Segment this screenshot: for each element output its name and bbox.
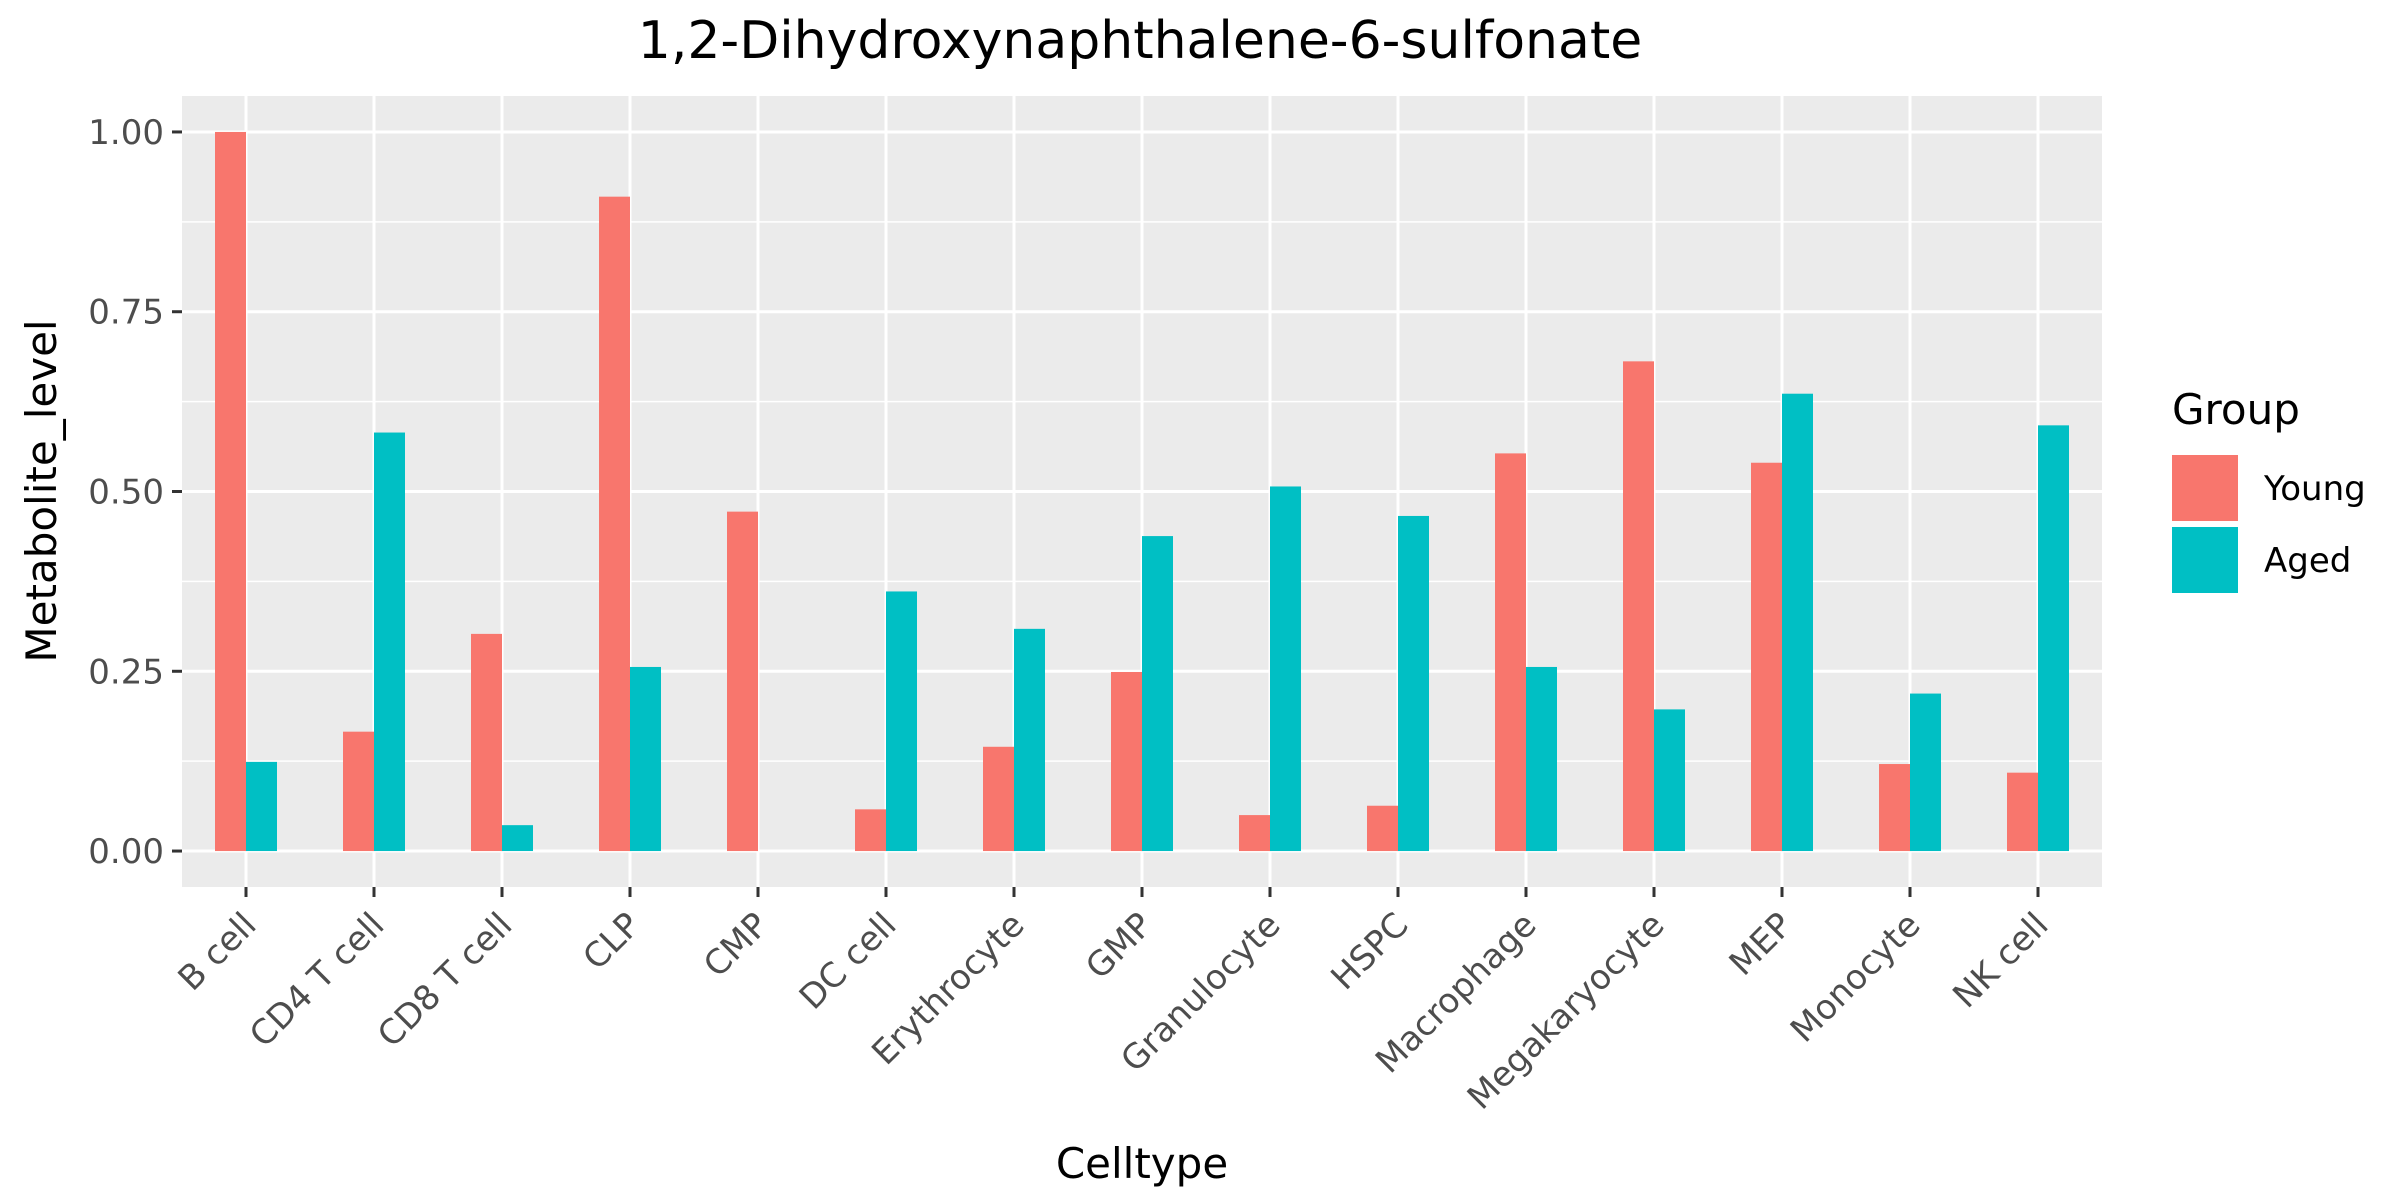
bar-aged-11 (1654, 709, 1685, 852)
legend-swatch-young (2172, 455, 2238, 521)
chart-title: 1,2-Dihydroxynaphthalene-6-sulfonate (638, 11, 1643, 71)
x-tick-label: HSPC (1323, 905, 1416, 998)
x-tick-label: CMP (696, 905, 776, 985)
bar-aged-12 (1782, 393, 1813, 852)
bar-young-13 (1879, 764, 1910, 852)
bar-aged-7 (1142, 536, 1173, 852)
bar-young-12 (1751, 462, 1782, 852)
legend-items: Young Aged (2172, 455, 2366, 593)
bar-young-4 (727, 511, 758, 852)
x-tick-label: B cell (171, 905, 265, 999)
legend: Group Young Aged (2172, 385, 2366, 593)
y-tick-label: 0.50 (88, 473, 164, 513)
bar-young-14 (2007, 772, 2038, 852)
bar-aged-8 (1270, 486, 1301, 852)
bar-aged-0 (246, 761, 277, 852)
bar-aged-5 (886, 591, 917, 852)
x-tick-label: Monocyte (1783, 905, 1928, 1050)
bar-young-8 (1239, 815, 1270, 852)
bar-young-6 (983, 746, 1014, 852)
x-tick-label: GMP (1078, 905, 1160, 987)
bar-young-9 (1367, 805, 1398, 852)
bar-young-10 (1495, 453, 1526, 852)
x-tick-label: DC cell (792, 905, 905, 1018)
y-axis-ticks: 0.00 0.25 0.50 0.75 1.00 (88, 113, 182, 872)
bar-young-5 (855, 809, 886, 852)
x-tick-label: CD8 T cell (370, 905, 520, 1055)
y-axis-title: Metabolite_level (17, 319, 66, 662)
legend-title: Group (2172, 385, 2300, 434)
bar-aged-1 (374, 432, 405, 852)
y-tick-label: 0.25 (88, 652, 164, 692)
bar-aged-3 (630, 666, 661, 852)
bar-aged-9 (1398, 515, 1429, 852)
bar-aged-14 (2038, 425, 2069, 852)
x-tick-label: CD4 T cell (242, 905, 392, 1055)
legend-label-aged: Aged (2264, 541, 2351, 581)
bar-aged-13 (1910, 693, 1941, 852)
x-axis-title: Celltype (1056, 1139, 1228, 1188)
x-tick-label: CLP (575, 905, 648, 978)
bars (215, 131, 2069, 852)
bar-young-1 (343, 731, 374, 852)
bar-young-0 (215, 131, 246, 852)
x-tick-label: NK cell (1945, 905, 2056, 1016)
bar-young-7 (1111, 671, 1142, 852)
bar-young-3 (599, 196, 630, 852)
bar-aged-2 (502, 825, 533, 852)
y-tick-label: 0.00 (88, 832, 164, 872)
legend-label-young: Young (2263, 469, 2366, 509)
y-tick-label: 0.75 (88, 293, 164, 333)
bar-young-2 (471, 633, 502, 852)
x-tick-label: MEP (1722, 905, 1801, 984)
bar-young-11 (1623, 361, 1654, 852)
legend-swatch-aged (2172, 527, 2238, 593)
y-tick-label: 1.00 (88, 113, 164, 153)
bar-aged-6 (1014, 628, 1045, 852)
bar-aged-10 (1526, 666, 1557, 852)
